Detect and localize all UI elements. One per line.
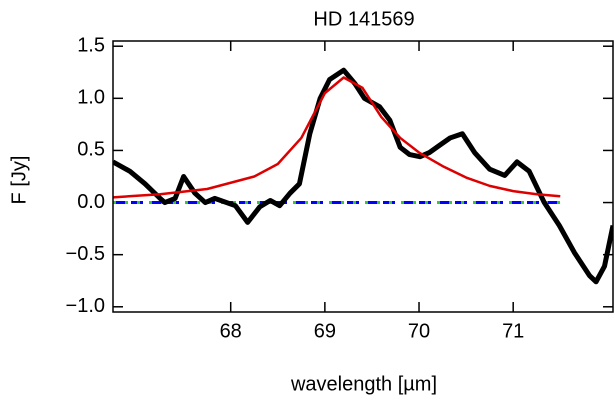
x-tick-label: 68 <box>220 320 242 342</box>
data-line <box>113 76 561 199</box>
y-axis-label: F [Jy] <box>8 156 30 205</box>
y-tick-label: −0.5 <box>66 243 105 265</box>
plot-frame <box>112 40 614 313</box>
x-tick-label: 71 <box>502 320 524 342</box>
y-tick-label: −1.0 <box>66 295 105 317</box>
chart-title: HD 141569 <box>313 8 414 30</box>
y-tick-label: 1.0 <box>77 87 105 109</box>
data-line <box>113 67 613 285</box>
x-tick-label: 70 <box>408 320 430 342</box>
x-axis-label: wavelength [µm] <box>290 373 437 395</box>
y-tick-label: 0.5 <box>77 139 105 161</box>
y-tick-label: 0.0 <box>77 191 105 213</box>
y-tick-label: 1.5 <box>77 34 105 56</box>
x-tick-label: 69 <box>314 320 336 342</box>
